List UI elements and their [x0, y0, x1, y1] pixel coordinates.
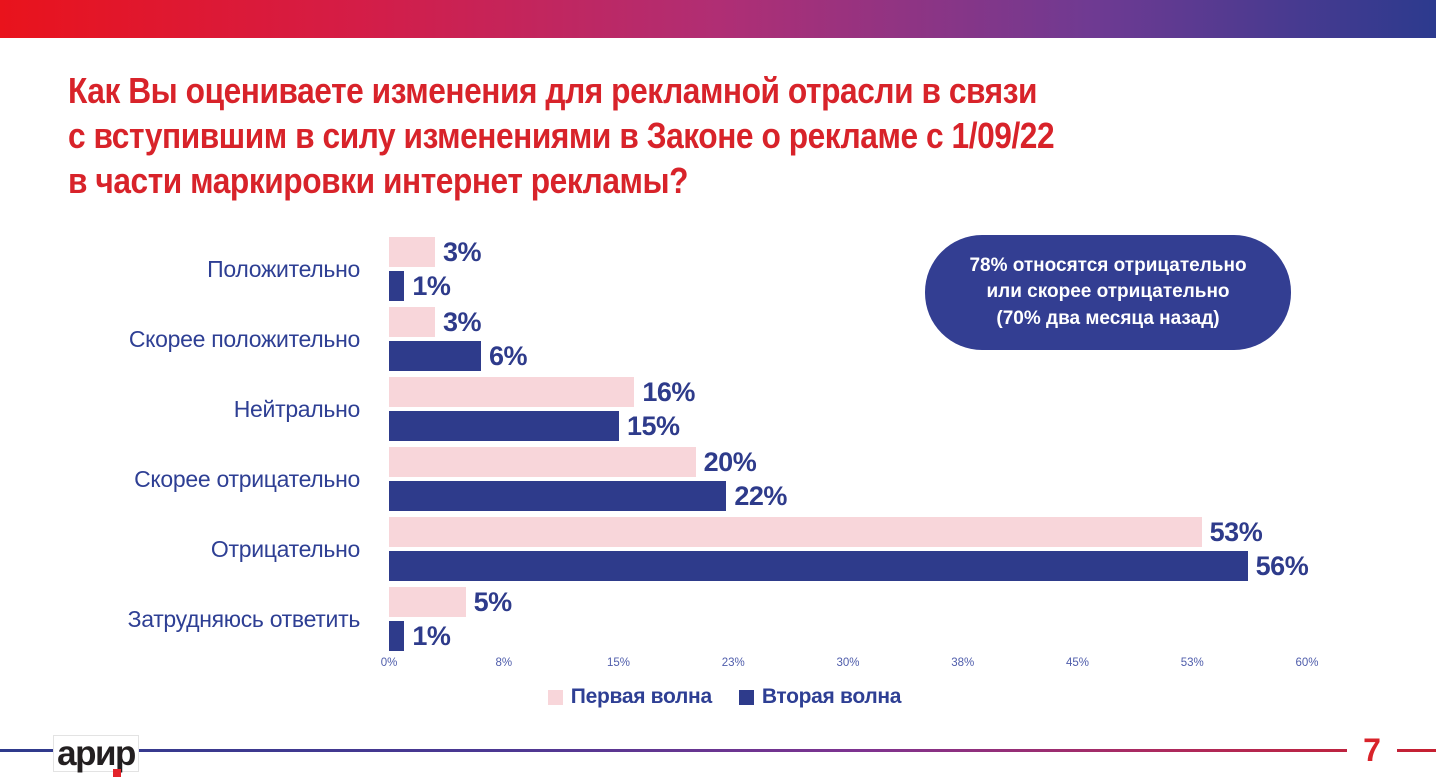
legend-swatch-icon — [738, 689, 754, 705]
chart-row: Затрудняюсь ответить 5% 1% — [0, 587, 1309, 651]
category-label: Затрудняюсь ответить — [127, 605, 361, 632]
value-label: 20% — [703, 447, 757, 477]
value-label: 3% — [443, 237, 482, 267]
logo: арир — [53, 733, 139, 777]
page-number: 7 — [1347, 733, 1397, 767]
x-axis-tick-label: 30% — [836, 657, 860, 669]
legend-label: Вторая волна — [761, 685, 902, 708]
bar-line: 5% — [389, 587, 1309, 617]
value-label: 3% — [443, 307, 482, 337]
top-gradient-bar — [0, 0, 1436, 38]
category-label: Скорее положительно — [128, 325, 360, 352]
x-axis-tick-label: 45% — [1065, 657, 1090, 669]
chart-row: Скорее отрицательно 20% 22% — [0, 447, 1309, 511]
slide-title: Как Вы оцениваете изменения для рекламно… — [68, 70, 1055, 201]
x-axis-tick-label: 23% — [721, 657, 745, 669]
bar-line: 16% — [389, 377, 1309, 407]
bar-wave1 — [389, 517, 1202, 547]
bar-wave2 — [389, 621, 405, 651]
value-label: 56% — [1255, 551, 1309, 581]
category-label: Нейтрально — [233, 395, 361, 422]
legend-item: Первая волна — [547, 685, 712, 709]
bar-line: 1% — [389, 621, 1309, 651]
category-label: Отрицательно — [210, 535, 360, 562]
legend-label: Первая волна — [570, 685, 712, 708]
bar-wave2 — [389, 411, 619, 441]
value-label: 5% — [473, 587, 513, 617]
bar-group: 5% 1% — [389, 587, 1309, 651]
bar-wave2 — [389, 341, 481, 371]
bar-wave1 — [389, 307, 435, 337]
bar-line: 1% — [389, 271, 1309, 301]
bar-wave2 — [389, 271, 405, 301]
bar-group: 16% 15% — [389, 377, 1309, 441]
chart-row: Отрицательно 53% 56% — [0, 517, 1309, 581]
value-label: 1% — [412, 621, 451, 651]
footer-divider-line — [0, 749, 1436, 752]
bar-line: 56% — [389, 551, 1309, 581]
bar-line: 6% — [389, 341, 1309, 371]
chart-legend: Первая волна Вторая волна — [140, 685, 1309, 709]
callout-text: 78% относятся отрицательно или скорее от… — [969, 254, 1247, 329]
bar-group: 3% 1% — [389, 237, 1309, 301]
bar-group: 3% 6% — [389, 307, 1309, 371]
x-axis: 0% 8% 15% 23% 30% 38% 45% 53% 60% — [381, 657, 1319, 673]
value-label: 22% — [734, 481, 787, 511]
chart-row: Скорее положительно 3% 6% — [0, 307, 1309, 371]
callout-bubble: 78% относятся отрицательно или скорее от… — [925, 235, 1291, 350]
bar-line: 15% — [389, 411, 1309, 441]
value-label: 53% — [1209, 517, 1263, 547]
bar-line: 53% — [389, 517, 1309, 547]
x-axis-tick-label: 60% — [1295, 657, 1319, 669]
chart-row: Положительно 3% 1% — [0, 237, 1309, 301]
value-label: 15% — [627, 411, 680, 441]
bar-wave1 — [389, 587, 466, 617]
x-axis-tick-label: 15% — [606, 657, 631, 669]
value-label: 1% — [412, 271, 451, 301]
bar-line: 22% — [389, 481, 1309, 511]
x-axis-tick-label: 38% — [951, 657, 975, 669]
bar-wave2 — [389, 551, 1248, 581]
bar-wave1 — [389, 237, 435, 267]
value-label: 6% — [489, 341, 528, 371]
bar-group: 20% 22% — [389, 447, 1309, 511]
value-label: 16% — [642, 377, 695, 407]
bar-wave1 — [389, 447, 696, 477]
x-axis-tick-label: 53% — [1180, 657, 1204, 669]
legend-item: Вторая волна — [738, 685, 902, 709]
logo-red-dot-icon — [113, 769, 121, 777]
chart-row: Нейтрально 16% 15% — [0, 377, 1309, 441]
bar-wave1 — [389, 377, 635, 407]
legend-swatch-icon — [547, 689, 563, 705]
category-label: Скорее отрицательно — [134, 465, 360, 492]
bar-wave2 — [389, 481, 727, 511]
logo-text: арир — [57, 733, 136, 773]
bar-chart-rows: Положительно 3% 1% Скорее положительно 3% 6% Н… — [0, 237, 1309, 651]
bar-line: 3% — [389, 307, 1309, 337]
x-axis-tick-label: 8% — [495, 657, 513, 669]
bar-line: 20% — [389, 447, 1309, 477]
bar-group: 53% 56% — [389, 517, 1309, 581]
x-axis-tick-label: 0% — [380, 657, 398, 669]
bar-chart: Положительно 3% 1% Скорее положительно 3% 6% Н… — [0, 237, 1319, 709]
bar-line: 3% — [389, 237, 1309, 267]
category-label: Положительно — [207, 255, 360, 282]
